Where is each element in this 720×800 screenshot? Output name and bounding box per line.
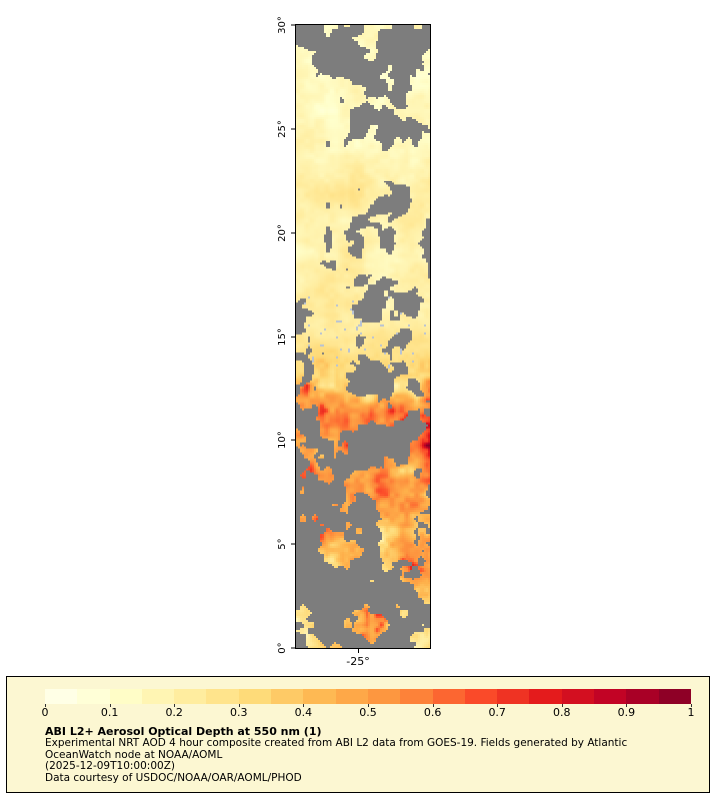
colorbar-cell — [561, 689, 595, 704]
colorbar-tick-label: 0.6 — [423, 706, 442, 719]
colorbar-tick-mark — [691, 704, 692, 707]
legend-panel: 0 0.1 0.2 0.3 0.4 0.5 0.6 0.7 0.8 0.9 1 ABI L2+ Ae… — [6, 676, 710, 793]
y-tick-label: 0° — [277, 642, 288, 654]
y-tick-mark — [291, 24, 295, 26]
colorbar-cell — [109, 689, 142, 704]
colorbar-tick-label: 0.8 — [553, 706, 571, 719]
colorbar-tick-mark — [45, 704, 46, 707]
x-tick-label: -25° — [346, 655, 370, 668]
colorbar-cell — [594, 689, 627, 704]
colorbar-cell — [432, 689, 465, 704]
colorbar-tick-label: 0.5 — [359, 706, 377, 719]
legend-description-line: OceanWatch node at NOAA/AOML — [45, 748, 223, 761]
colorbar-cell — [367, 689, 401, 704]
colorbar-tick-mark — [238, 704, 240, 707]
y-tick-mark — [291, 439, 295, 441]
y-tick-mark — [291, 543, 295, 545]
colorbar-cell — [77, 689, 110, 704]
colorbar-tick-label: 0.4 — [294, 706, 313, 719]
y-tick-label: 20° — [277, 223, 288, 242]
colorbar-cell — [464, 689, 498, 704]
aod-map-canvas — [296, 25, 430, 648]
colorbar-tick-mark — [432, 704, 434, 707]
colorbar-cell — [335, 689, 368, 704]
colorbar-tick-mark — [626, 704, 628, 707]
colorbar-cell — [497, 689, 530, 704]
colorbar-tick-mark — [303, 704, 305, 707]
colorbar-cell — [529, 689, 562, 704]
colorbar-cell — [174, 689, 207, 704]
colorbar-tick-mark — [497, 704, 499, 707]
colorbar-cell — [238, 689, 272, 704]
colorbar-tick-mark — [561, 704, 563, 707]
legend-title: ABI L2+ Aerosol Optical Depth at 550 nm … — [45, 725, 322, 738]
y-tick-label: 5° — [277, 538, 288, 550]
aod-map-frame — [295, 24, 431, 649]
colorbar-cell — [271, 689, 304, 704]
y-tick-mark — [291, 647, 295, 649]
legend-timestamp: (2025-12-09T10:00:00Z) — [45, 760, 175, 772]
y-tick-label: 25° — [277, 119, 288, 138]
legend-text-block: ABI L2+ Aerosol Optical Depth at 550 nm … — [45, 726, 695, 784]
colorbar-tick-label: 0.1 — [100, 706, 119, 719]
y-tick-label: 15° — [277, 327, 288, 346]
colorbar-cell — [303, 689, 336, 704]
colorbar-tick-labels: 0 0.1 0.2 0.3 0.4 0.5 0.6 0.7 0.8 0.9 1 — [41, 704, 695, 720]
colorbar-cell — [626, 689, 659, 704]
colorbar-cell — [206, 689, 239, 704]
colorbar-cell — [45, 689, 78, 704]
y-tick-mark — [291, 232, 295, 234]
y-tick-label: 10° — [277, 431, 288, 450]
colorbar-tick-label: 1 — [687, 706, 695, 719]
colorbar-tick-label: 0.3 — [230, 706, 248, 719]
colorbar-tick-mark — [368, 704, 369, 707]
colorbar-cell — [141, 689, 175, 704]
y-tick-label: 30° — [277, 16, 288, 34]
colorbar-cell — [658, 689, 691, 704]
x-tick-mark — [358, 649, 359, 653]
legend-courtesy: Data courtesy of USDOC/NOAA/OAR/AOML/PHO… — [45, 771, 302, 784]
colorbar-tick-label: 0.7 — [488, 706, 506, 719]
colorbar-tick-label: 0.9 — [617, 706, 636, 719]
legend-description-line: Experimental NRT AOD 4 hour composite cr… — [45, 737, 628, 749]
colorbar-cell — [400, 689, 433, 704]
aod-colorbar — [45, 689, 691, 704]
colorbar-tick-label: 0 — [41, 706, 49, 719]
y-tick-mark — [291, 128, 295, 130]
colorbar-tick-mark — [109, 704, 111, 707]
colorbar-tick-mark — [174, 704, 176, 707]
colorbar-tick-label: 0.2 — [165, 706, 183, 719]
y-tick-mark — [291, 336, 295, 337]
